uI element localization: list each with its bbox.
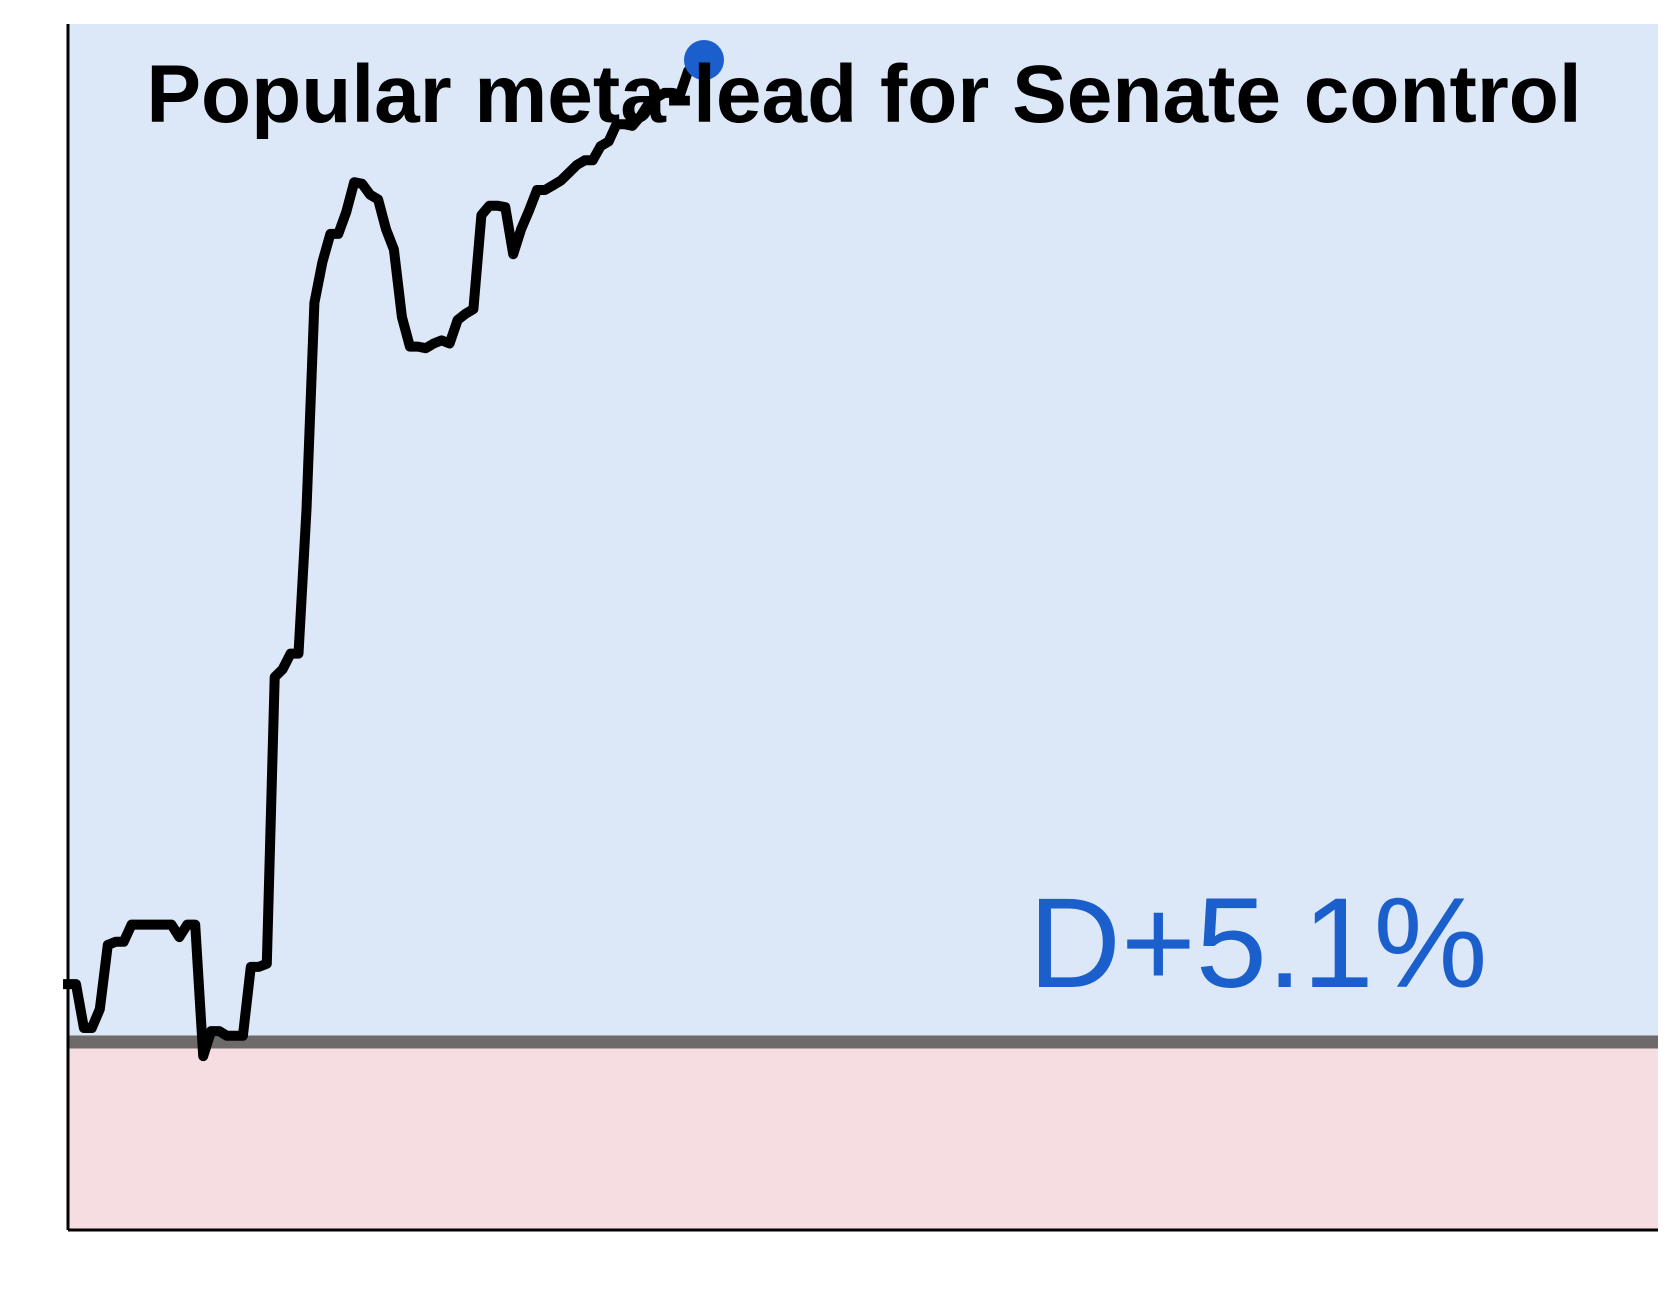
republican-region <box>68 1042 1658 1230</box>
meta-lead-line <box>63 61 703 1062</box>
democratic-region <box>68 24 1658 1043</box>
chart-title: Popular meta-lead for Senate control <box>146 49 1581 140</box>
endpoint-marker <box>684 40 724 81</box>
current-lead-label: D+5.1% <box>1029 872 1488 1015</box>
